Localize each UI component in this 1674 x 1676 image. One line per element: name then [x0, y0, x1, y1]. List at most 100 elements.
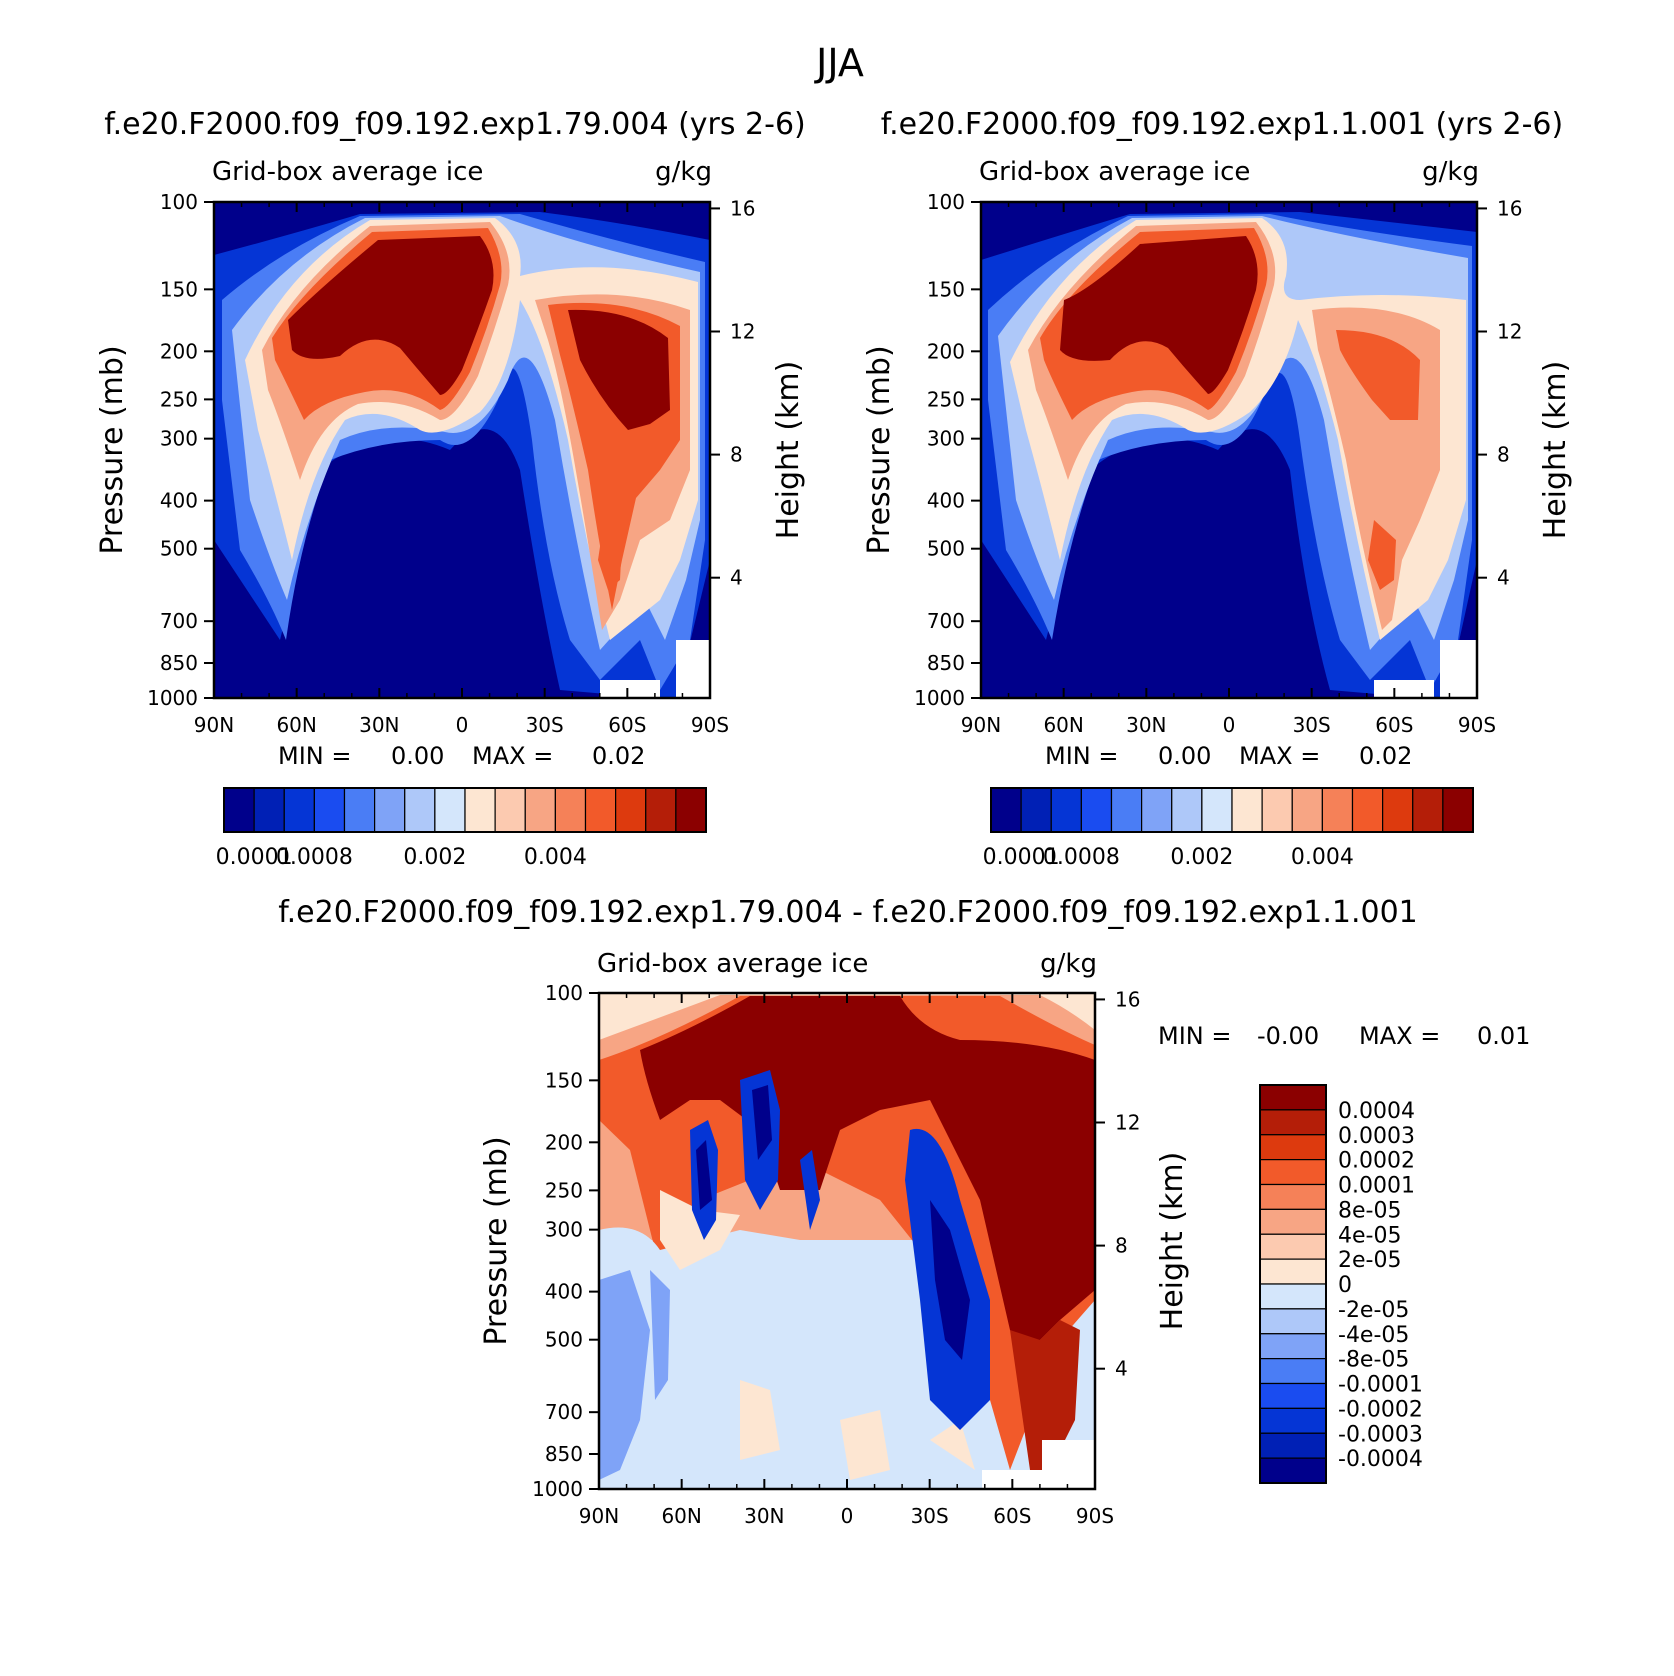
x-tick-label: 30N [744, 1504, 784, 1528]
y2-tick-label: 4 [1115, 1357, 1128, 1381]
x-tick-label: 60N [661, 1504, 701, 1528]
colorbar-swatch [1351, 787, 1384, 833]
y-tick-label: 850 [545, 1442, 583, 1466]
y-tick-label: 100 [160, 190, 198, 214]
left-min-label: MIN = [278, 742, 351, 770]
colorbar-label: 0.002 [1170, 845, 1233, 870]
left-title: f.e20.F2000.f09_f09.192.exp1.79.004 (yrs… [104, 107, 806, 142]
x-tick-label: 90N [961, 713, 1001, 737]
diff-min-value: -0.00 [1257, 1022, 1319, 1050]
x-tick-label: 60S [993, 1504, 1031, 1528]
colorbar-label: -4e-05 [1338, 1323, 1409, 1348]
y-tick-label: 100 [545, 981, 583, 1005]
x-tick-label: 60S [1375, 713, 1413, 737]
y-tick-label: 150 [545, 1068, 583, 1092]
colorbar-label: 0.0008 [276, 845, 353, 870]
y-tick-label: 250 [545, 1178, 583, 1202]
right-max-value: 0.02 [1359, 742, 1412, 770]
y2-tick-label: 12 [730, 320, 755, 344]
y2-tick-label: 8 [1497, 443, 1510, 467]
colorbar-swatch [1321, 787, 1354, 833]
colorbar-swatch [1259, 1407, 1327, 1434]
diff-colorbar: 0.00040.00030.00020.00018e-054e-052e-050… [1259, 1084, 1423, 1484]
right-min-label: MIN = [1045, 742, 1118, 770]
right-subtitle: Grid-box average ice [979, 157, 1250, 187]
colorbar-label: 0.0001 [1338, 1174, 1415, 1199]
right-axes: 90N 60N 30N 0 30S 60S 90S 100 150 200 250 300 400 500… [914, 190, 1522, 737]
x-tick-label: 30S [1293, 713, 1331, 737]
x-tick-label: 90N [579, 1504, 619, 1528]
x-tick-label: 90S [1458, 713, 1496, 737]
colorbar-swatch [675, 787, 707, 833]
colorbar-swatch [1412, 787, 1444, 833]
y-tick-label: 250 [927, 387, 965, 411]
colorbar-swatch [1382, 787, 1414, 833]
colorbar-label: 0.0003 [1338, 1124, 1415, 1149]
colorbar-swatch [1201, 787, 1233, 833]
colorbar-swatch [464, 787, 496, 833]
colorbar-swatch [1259, 1258, 1327, 1285]
colorbar-swatch [645, 787, 677, 833]
colorbar-swatch [313, 787, 346, 833]
y2-tick-label: 12 [1115, 1111, 1140, 1135]
colorbar-swatch [253, 787, 285, 833]
colorbar-swatch [1442, 787, 1474, 833]
colorbar-label: 4e-05 [1338, 1223, 1401, 1248]
colorbar-swatch [1050, 787, 1082, 833]
left-max-label: MAX = [472, 742, 553, 770]
colorbar-swatch [1291, 787, 1323, 833]
panel-diff: f.e20.F2000.f09_f09.192.exp1.79.004 - f.… [278, 895, 1530, 1528]
left-min-value: 0.00 [391, 742, 444, 770]
colorbar-swatch [1259, 1183, 1327, 1210]
colorbar-swatch [1259, 1159, 1327, 1186]
y-tick-label: 700 [927, 609, 965, 633]
colorbar-label: -0.0001 [1338, 1373, 1423, 1398]
x-tick-label: 0 [1223, 713, 1236, 737]
left-max-value: 0.02 [592, 742, 645, 770]
y-tick-label: 500 [160, 537, 198, 561]
diff-title: f.e20.F2000.f09_f09.192.exp1.79.004 - f.… [278, 895, 1418, 930]
colorbar-swatch [494, 787, 526, 833]
colorbar-swatch [1141, 787, 1173, 833]
y-tick-label: 1000 [147, 686, 198, 710]
colorbar-label: -2e-05 [1338, 1298, 1409, 1323]
colorbar-swatch [1020, 787, 1052, 833]
y-tick-label: 1000 [532, 1477, 583, 1501]
colorbar-swatch [990, 787, 1022, 833]
right-field [981, 202, 1477, 698]
diff-subtitle: Grid-box average ice [597, 949, 868, 979]
x-tick-label: 30S [526, 713, 564, 737]
colorbar-swatch [1259, 1382, 1327, 1409]
colorbar-label: 0.002 [403, 845, 466, 870]
colorbar-swatch [1259, 1109, 1327, 1136]
y-tick-label: 400 [545, 1280, 583, 1304]
y2-tick-label: 8 [1115, 1234, 1128, 1258]
left-ylabel: Pressure (mb) [95, 345, 130, 554]
colorbar-label: 0.004 [1291, 845, 1354, 870]
colorbar-label: 8e-05 [1338, 1198, 1401, 1223]
diff-field [599, 993, 1095, 1489]
right-units: g/kg [1422, 157, 1479, 187]
left-field [214, 202, 710, 698]
colorbar-label: -0.0003 [1338, 1422, 1423, 1447]
colorbar-label: 0.0001 [216, 845, 293, 870]
colorbar-frame [990, 787, 1474, 833]
y-tick-label: 300 [927, 427, 965, 451]
colorbar-frame [1259, 1084, 1327, 1484]
x-tick-label: 30N [1126, 713, 1166, 737]
right-max-label: MAX = [1239, 742, 1320, 770]
left-units: g/kg [655, 157, 712, 187]
y-tick-label: 500 [545, 1328, 583, 1352]
y2-tick-label: 12 [1497, 320, 1522, 344]
panel-left: f.e20.F2000.f09_f09.192.exp1.79.004 (yrs… [95, 107, 806, 870]
x-tick-label: 90N [194, 713, 234, 737]
y-tick-label: 1000 [914, 686, 965, 710]
diff-axes: 90N 60N 30N 0 30S 60S 90S 100 150 200 250 300 400 500… [532, 981, 1140, 1528]
y2-tick-label: 16 [1497, 196, 1522, 220]
colorbar-swatch [1261, 787, 1293, 833]
colorbar-swatch [434, 787, 466, 833]
colorbar-swatch [1259, 1358, 1327, 1385]
colorbar-swatch [1080, 787, 1113, 833]
